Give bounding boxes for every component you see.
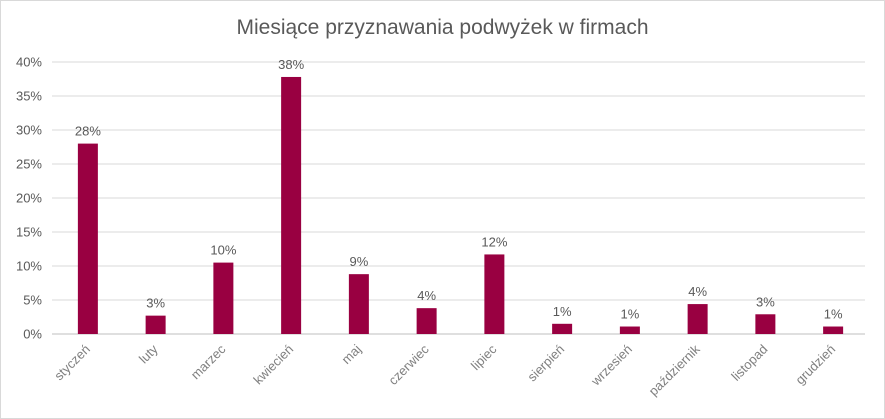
x-category-label: czerwiec <box>385 341 432 388</box>
bar-listopad <box>755 314 776 334</box>
data-label: 3% <box>756 294 775 309</box>
x-category-label: styczeń <box>51 342 93 384</box>
bar-grudzień <box>823 326 844 334</box>
data-label: 4% <box>688 284 707 299</box>
bar-sierpień <box>552 323 573 334</box>
y-tick-label: 25% <box>16 157 42 172</box>
y-tick-label: 20% <box>16 191 42 206</box>
data-label: 9% <box>349 254 368 269</box>
x-category-label: sierpień <box>524 342 567 385</box>
x-category-label: lipiec <box>468 341 500 373</box>
bar-luty <box>145 315 166 334</box>
bar-styczeń <box>77 143 98 334</box>
bar-marzec <box>213 262 234 334</box>
data-label: 1% <box>824 307 843 322</box>
x-category-label: luty <box>136 341 161 366</box>
gridlines <box>52 61 865 335</box>
bar-czerwiec <box>416 308 437 334</box>
y-tick-label: 10% <box>16 259 42 274</box>
data-label: 1% <box>553 304 572 319</box>
data-label: 1% <box>620 307 639 322</box>
x-category-label: marzec <box>188 341 229 382</box>
bar-wrzesień <box>619 326 640 334</box>
y-tick-label: 0% <box>23 327 42 342</box>
data-label: 12% <box>481 234 507 249</box>
x-category-label: wrzesień <box>587 342 635 390</box>
x-category-label: październik <box>646 341 703 398</box>
data-label: 3% <box>146 296 165 311</box>
y-tick-label: 35% <box>16 89 42 104</box>
data-label: 28% <box>75 124 101 139</box>
y-tick-label: 40% <box>16 55 42 70</box>
bars <box>77 76 844 335</box>
y-tick-label: 30% <box>16 123 42 138</box>
chart-title: Miesiące przyznawania podwyżek w firmach <box>236 16 649 39</box>
x-category-label: kwiecień <box>250 342 296 388</box>
data-label: 4% <box>417 288 436 303</box>
bar-październik <box>687 304 708 334</box>
data-label: 10% <box>210 243 236 258</box>
y-tick-label: 15% <box>16 225 42 240</box>
data-labels: 28% 3% 10% 38% 9% 4% 12% 1% 1% 4% 3% 1% <box>75 57 843 322</box>
x-category-label: grudzień <box>792 342 838 388</box>
y-tick-label: 5% <box>23 293 42 308</box>
data-label: 38% <box>278 57 304 72</box>
bar-kwiecień <box>281 76 302 335</box>
bar-lipiec <box>484 254 505 334</box>
x-category-label: maj <box>339 341 364 366</box>
x-axis-categories: styczeń luty marzec kwiecień maj czerwiec lipi… <box>51 341 838 398</box>
x-category-label: listopad <box>728 342 770 384</box>
y-axis-ticks: 0% 5% 10% 15% 20% 25% 30% 35% 40% <box>16 55 42 342</box>
bar-maj <box>348 274 369 334</box>
